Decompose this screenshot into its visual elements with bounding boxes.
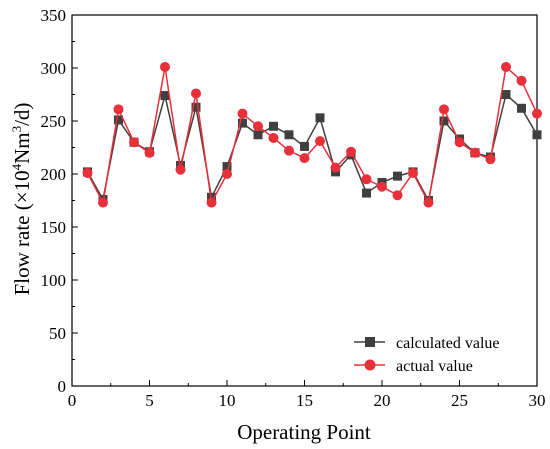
data-point [454,137,465,148]
y-tick-label: 200 [41,165,67,184]
data-point [268,132,279,143]
y-axis-title-part: Flow rate (×10 [10,170,34,295]
data-point [299,153,310,164]
plot-border [71,14,538,387]
data-point [237,108,248,119]
data-point [206,197,217,208]
data-point [532,130,542,140]
x-tick-label: 5 [145,391,154,410]
data-point [129,137,139,148]
data-point [439,116,449,126]
data-point [300,141,309,151]
data-point [175,164,186,175]
y-tick-label: 100 [41,271,67,290]
data-point [284,130,294,140]
data-point [160,91,170,101]
y-tick-label: 150 [41,218,67,237]
series-calculated-value [83,90,542,205]
data-point [346,146,356,157]
data-point [470,147,480,158]
data-point [160,61,170,72]
data-point [114,115,123,125]
y-tick-label: 250 [41,112,67,131]
legend-marker-square-icon [365,337,375,347]
x-axis: 0 5 10 15 20 25 30 [68,380,546,410]
data-point [253,130,263,140]
series-line [86,93,538,203]
data-point [191,88,201,99]
x-tick-label: 15 [296,391,313,410]
data-point [532,108,542,119]
data-point [144,147,155,158]
data-point [517,103,526,113]
data-point [98,197,108,208]
x-tick-label: 25 [451,391,468,410]
y-axis-title-superscript: 3 [9,126,24,133]
data-point [377,181,387,192]
data-point [315,136,325,147]
legend-item-actual: actual value [354,358,473,375]
data-point [222,169,232,179]
legend-item-calculated: calculated value [354,335,500,352]
data-point [485,154,496,165]
data-point [284,145,294,156]
data-point [330,162,341,173]
legend-marker-circle-icon [364,359,376,371]
x-axis-title: Operating Point [237,420,371,444]
data-point [191,102,201,112]
data-point [516,75,527,86]
data-point [501,61,511,72]
data-point [362,188,371,198]
y-axis-title: Flow rate (×104Nm3/d) [9,103,34,296]
y-axis-title-part: /d) [10,103,34,126]
data-point [238,118,247,128]
x-tick-label: 10 [219,391,236,410]
x-tick-label: 30 [529,391,546,410]
data-point [392,190,403,201]
y-tick-label: 300 [41,59,67,78]
y-axis-title-superscript: 4 [9,163,24,170]
data-point [439,104,449,115]
data-point [393,171,402,181]
data-point [315,113,325,123]
data-point [408,167,418,178]
series-layer [82,61,542,208]
y-tick-label: 50 [49,324,66,343]
x-tick-label: 0 [68,391,77,410]
legend: calculated value actual value [354,335,500,375]
data-point [222,162,232,172]
data-point [253,121,263,132]
y-tick-label: 350 [41,6,67,25]
legend-label-calculated: calculated value [396,335,500,352]
data-point [82,167,93,178]
data-point [501,90,511,99]
plot-frame [71,14,538,387]
x-tick-label: 20 [374,391,391,410]
data-point [423,197,434,208]
data-point [361,174,372,185]
y-tick-label: 0 [58,377,67,396]
legend-label-actual: actual value [396,358,473,375]
data-point [113,104,124,115]
y-axis-title-part: Nm [10,132,34,164]
series-actual-value [82,61,542,208]
y-axis: 0 50 100 150 200 250 300 350 [41,6,78,396]
data-point [269,121,278,131]
